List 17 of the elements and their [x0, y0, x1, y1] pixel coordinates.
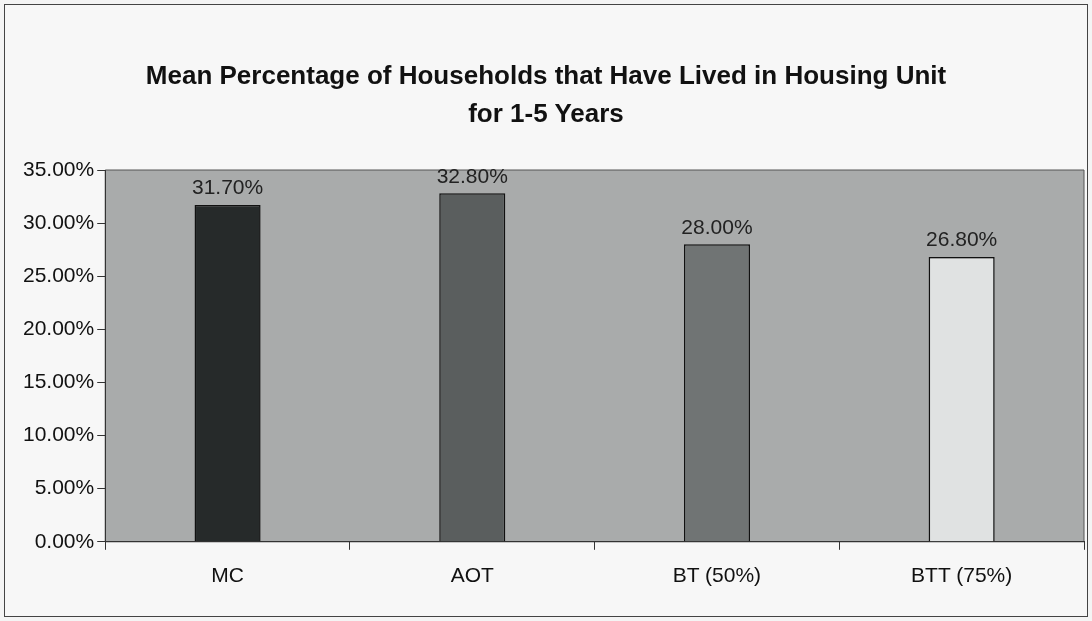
- y-tick-label: 35.00%: [22, 156, 95, 180]
- data-label: 32.80%: [436, 163, 508, 187]
- y-tick-label: 15.00%: [22, 369, 95, 393]
- y-tick-label: 20.00%: [22, 316, 95, 340]
- y-tick-label: 30.00%: [22, 209, 95, 233]
- data-label: 31.70%: [191, 175, 264, 199]
- x-tick-label: BT (50%): [672, 563, 762, 587]
- data-label: 26.80%: [926, 227, 998, 251]
- y-tick-label: 5.00%: [34, 475, 95, 499]
- chart-title: Mean Percentage of Households that Have Lived in Housing Unit for 1-5 Years: [144, 59, 948, 130]
- data-label: 28.00%: [681, 214, 753, 238]
- x-tick-label: MC: [211, 563, 244, 587]
- y-tick-label: 0.00%: [34, 528, 95, 552]
- x-tick-label: BTT (75%): [911, 563, 1013, 587]
- y-tick-label: 25.00%: [22, 263, 95, 287]
- x-tick-label: AOT: [450, 563, 495, 587]
- y-tick-label: 10.00%: [22, 422, 95, 446]
